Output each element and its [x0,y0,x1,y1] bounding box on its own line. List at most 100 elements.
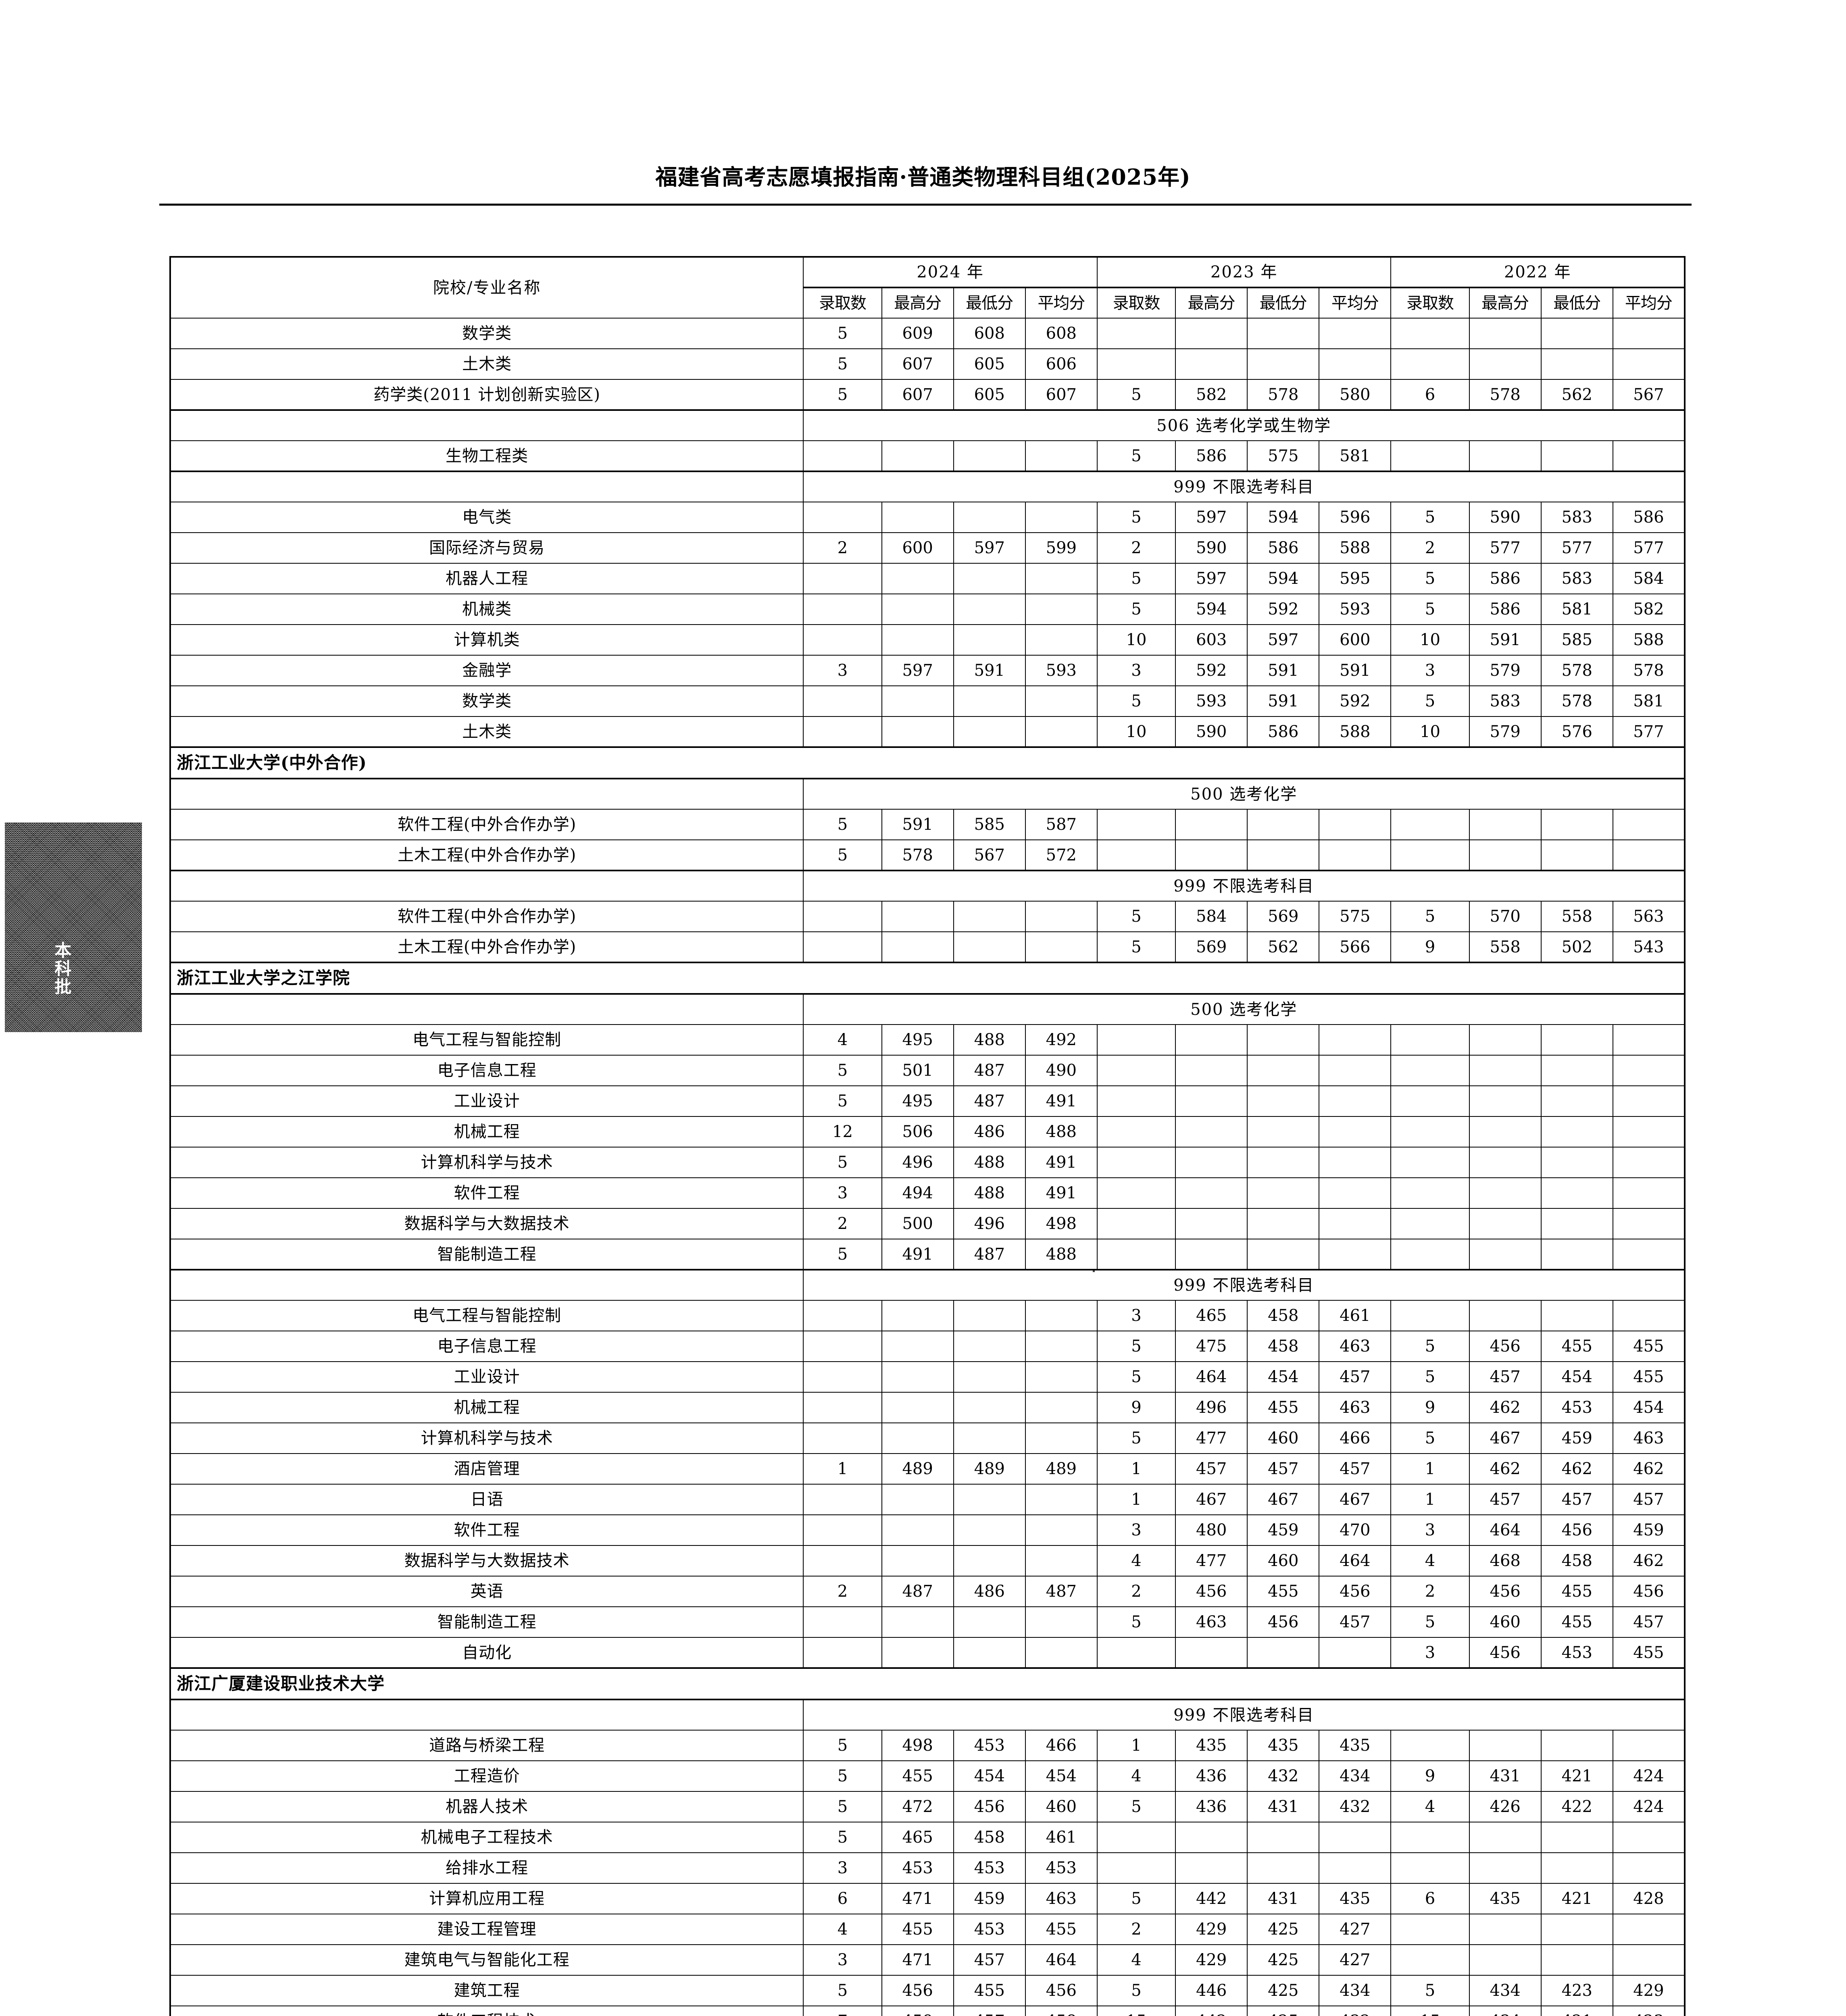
cell-2023-enrolled: 2 [1096,1576,1176,1607]
cell-2022-max: 570 [1469,901,1542,932]
cell-2023-min [1247,809,1320,840]
cell-2023-avg [1319,1024,1392,1056]
major-name: 机械工程 [169,1392,804,1423]
cell-2023-max: 477 [1175,1545,1248,1577]
cell-2024-enrolled: 5 [803,1055,882,1086]
cell-2022-enrolled [1390,318,1470,349]
cell-2024-enrolled [803,1484,882,1515]
cell-2022-enrolled: 1 [1390,1453,1470,1485]
cell-2024-min [953,1361,1026,1393]
major-name: 给排水工程 [169,1852,804,1884]
col-header-2023-avg: 平均分 [1319,287,1392,319]
cell-2023-enrolled [1096,1116,1176,1148]
major-name: 软件工程(中外合作办学) [169,901,804,932]
cell-2024-enrolled: 5 [803,839,882,871]
cell-2022-avg: 463 [1612,1422,1686,1454]
cell-2023-enrolled [1096,1208,1176,1239]
cell-2022-min [1540,1822,1613,1853]
table-row: 软件工程(中外合作办学) 5 584 569 575 5 570 558 563 [169,901,1686,932]
cell-2023-max: 436 [1175,1791,1248,1822]
col-header-2024-min: 最低分 [953,287,1026,319]
cell-2023-avg: 461 [1319,1300,1392,1331]
cell-2024-min [953,624,1026,656]
cell-2024-max: 489 [881,1453,954,1485]
col-header-2023-max: 最高分 [1175,287,1248,319]
cell-2023-enrolled: 5 [1096,1331,1176,1362]
cell-2023-max [1175,1147,1248,1178]
cell-2023-max [1175,1085,1248,1117]
table-row: 工程造价 5 455 454 454 4 436 432 434 9 431 421 424 [169,1760,1686,1792]
cell-2024-avg: 608 [1025,318,1098,349]
cell-2022-min: 421 [1540,1760,1613,1792]
cell-2024-enrolled [803,1300,882,1331]
cell-2024-avg [1025,1300,1098,1331]
cell-2023-min: 594 [1247,563,1320,594]
major-name: 自动化 [169,1637,804,1668]
cell-2024-avg [1025,685,1098,717]
cell-2022-enrolled [1390,809,1470,840]
cell-2022-avg: 584 [1612,563,1686,594]
cell-2022-min [1540,440,1613,472]
cell-2023-avg: 596 [1319,502,1392,533]
cell-2023-avg: 566 [1319,931,1392,963]
cell-2024-max: 465 [881,1822,954,1853]
cell-2024-enrolled: 5 [803,379,882,410]
subject-requirement-row: 999 不限选考科目 [169,1269,1685,1301]
table-row: 工业设计 5 464 454 457 5 457 454 455 [169,1361,1686,1393]
cell-2024-avg [1025,1545,1098,1577]
major-name: 建筑电气与智能化工程 [169,1944,804,1976]
cell-2022-enrolled: 5 [1390,594,1470,625]
cell-2024-avg [1025,1637,1098,1668]
major-name: 机器人技术 [169,1791,804,1822]
cell-2023-min: 431 [1247,1791,1320,1822]
cell-2022-enrolled: 5 [1390,685,1470,717]
cell-2023-min [1247,1024,1320,1056]
subject-requirement-label: 500 选考化学 [803,993,1685,1025]
cell-2022-max: 464 [1469,1514,1542,1546]
cell-2024-max: 506 [881,1116,954,1148]
cell-2023-max: 594 [1175,594,1248,625]
cell-2022-max: 467 [1469,1422,1542,1454]
cell-2023-max: 582 [1175,379,1248,410]
cell-2022-max [1469,1822,1542,1853]
table-row: 电气类 5 597 594 596 5 590 583 586 [169,502,1686,533]
cell-2023-enrolled [1096,1055,1176,1086]
cell-2023-avg [1319,1822,1392,1853]
subject-requirement-row: 506 选考化学或生物学 [169,409,1685,441]
cell-2022-avg [1612,1208,1686,1239]
cell-2023-avg: 427 [1319,1944,1392,1976]
school-name: 浙江工业大学之江学院 [170,962,1685,994]
cell-2024-max: 487 [881,1576,954,1607]
cell-2023-enrolled: 2 [1096,1914,1176,1945]
cell-2024-max [881,502,954,533]
cell-2023-avg [1319,348,1392,380]
cell-2024-enrolled [803,1361,882,1393]
cell-2022-max: 579 [1469,655,1542,686]
cell-2022-enrolled: 9 [1390,1760,1470,1792]
cell-2022-min: 458 [1540,1545,1613,1577]
header-rule [159,204,1692,206]
cell-2024-avg [1025,716,1098,748]
cell-2024-enrolled: 4 [803,1024,882,1056]
cell-2023-avg [1319,809,1392,840]
cell-2023-avg: 456 [1319,1576,1392,1607]
cell-2023-max: 477 [1175,1422,1248,1454]
cell-2024-avg: 456 [1025,1975,1098,2006]
cell-2024-max [881,594,954,625]
cell-2023-avg: 457 [1319,1361,1392,1393]
table-row: 土木类 10 590 586 588 10 579 576 577 [169,716,1686,748]
cell-2024-enrolled [803,716,882,748]
cell-2022-min: 578 [1540,685,1613,717]
cell-2023-enrolled: 5 [1096,594,1176,625]
cell-2023-enrolled: 5 [1096,931,1176,963]
cell-2022-avg: 567 [1612,379,1686,410]
table-row: 计算机科学与技术 5 477 460 466 5 467 459 463 [169,1422,1686,1454]
table-row: 机械类 5 594 592 593 5 586 581 582 [169,594,1686,625]
cell-2022-avg [1612,1085,1686,1117]
cell-2022-min [1540,1852,1613,1884]
cell-2023-min [1247,318,1320,349]
table-row: 计算机科学与技术 5 496 488 491 [169,1147,1686,1178]
cell-2024-enrolled [803,624,882,656]
cell-2024-max [881,440,954,472]
cell-2023-min: 575 [1247,440,1320,472]
